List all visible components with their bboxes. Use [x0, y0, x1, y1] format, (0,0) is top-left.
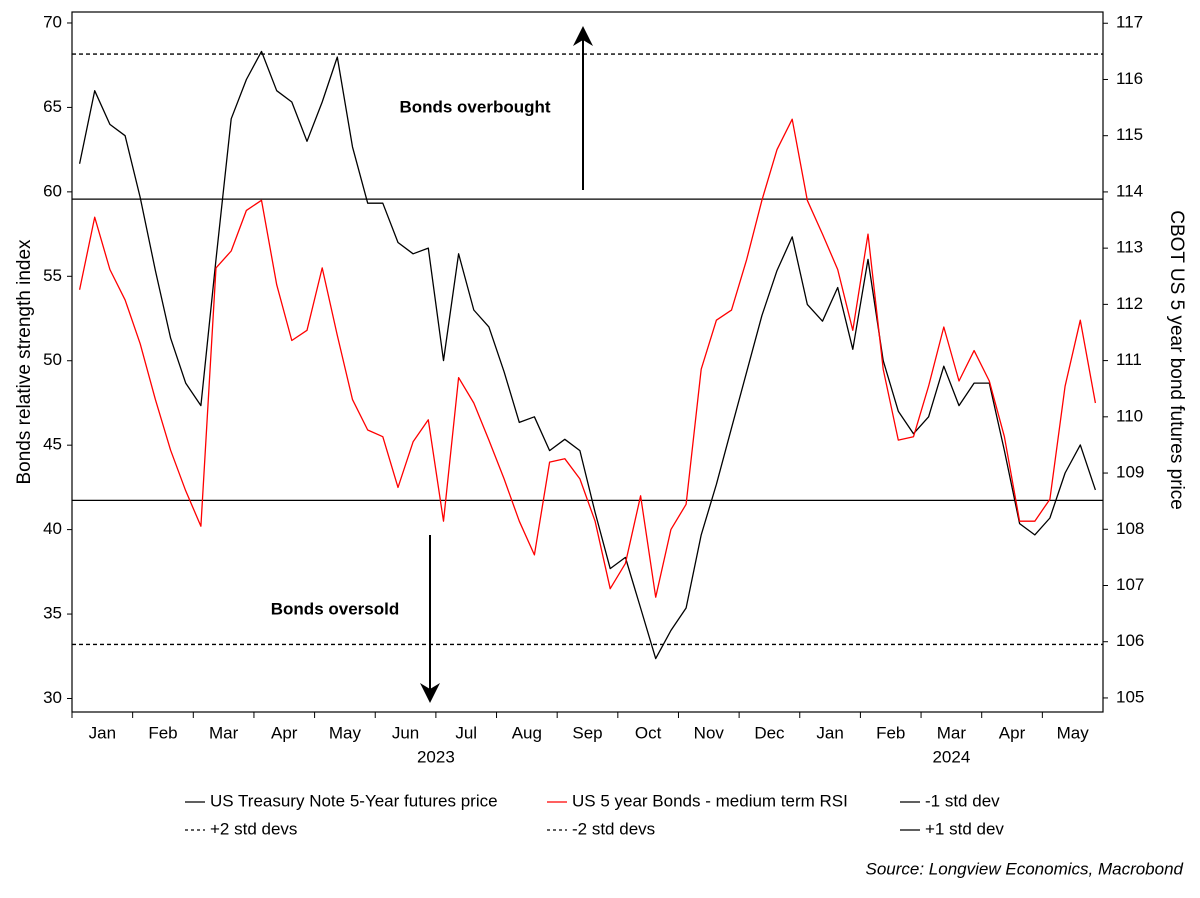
y2-tick-label: 108 — [1116, 519, 1144, 538]
y2-tick-label: 114 — [1116, 181, 1143, 200]
y-tick-label: 50 — [43, 350, 62, 369]
x-tick-label: Mar — [209, 723, 239, 742]
annotation: Bonds overbought — [399, 97, 550, 116]
legend-label: US Treasury Note 5-Year futures price — [210, 791, 498, 810]
y2-tick-label: 115 — [1116, 125, 1143, 144]
legend-label: US 5 year Bonds - medium term RSI — [572, 791, 848, 810]
x-tick-label: Apr — [999, 723, 1026, 742]
x-tick-label: Aug — [512, 723, 542, 742]
annotation: Bonds oversold — [271, 599, 399, 618]
y2-tick-label: 112 — [1116, 294, 1143, 313]
x-tick-label: Dec — [754, 723, 785, 742]
y2-axis-label: CBOT US 5 year bond futures price — [1166, 210, 1187, 510]
y2-tick-label: 113 — [1116, 238, 1143, 257]
x-tick-label: May — [1057, 723, 1090, 742]
series-line — [78, 118, 1097, 598]
x-tick-label: Mar — [937, 723, 967, 742]
y2-tick-label: 105 — [1116, 687, 1144, 706]
y2-tick-label: 106 — [1116, 631, 1144, 650]
x-tick-label: Feb — [148, 723, 177, 742]
y2-tick-label: 110 — [1116, 406, 1143, 425]
x-tick-label: Jan — [816, 723, 843, 742]
x-tick-label: Sep — [572, 723, 602, 742]
legend-label: +2 std devs — [210, 819, 297, 838]
legend-label: -2 std devs — [572, 819, 655, 838]
year-label: 2024 — [932, 747, 970, 766]
x-tick-label: Oct — [635, 723, 662, 742]
source: Source: Longview Economics, Macrobond — [866, 859, 1184, 878]
y2-tick-label: 117 — [1116, 13, 1143, 32]
y-tick-label: 35 — [43, 604, 62, 623]
series-line — [78, 50, 1097, 660]
x-tick-label: Jun — [392, 723, 419, 742]
legend-label: -1 std dev — [925, 791, 1000, 810]
x-tick-label: Apr — [271, 723, 298, 742]
y-tick-label: 60 — [43, 181, 62, 200]
x-tick-label: Feb — [876, 723, 905, 742]
y2-tick-label: 111 — [1116, 350, 1142, 369]
legend-label: +1 std dev — [925, 819, 1004, 838]
x-tick-label: Jul — [455, 723, 477, 742]
y-tick-label: 30 — [43, 688, 62, 707]
y-tick-label: 65 — [43, 97, 62, 116]
x-tick-label: Nov — [694, 723, 725, 742]
plot-frame — [71, 11, 1104, 713]
year-label: 2023 — [417, 747, 455, 766]
y-axis-label: Bonds relative strength index — [14, 239, 35, 485]
y-tick-label: 45 — [43, 435, 62, 454]
y-tick-label: 70 — [43, 12, 62, 31]
y2-tick-label: 107 — [1116, 575, 1144, 594]
x-tick-label: May — [329, 723, 362, 742]
y-tick-label: 55 — [43, 266, 62, 285]
y-tick-label: 40 — [43, 519, 62, 538]
x-tick-label: Jan — [89, 723, 116, 742]
y2-tick-label: 109 — [1116, 463, 1144, 482]
y2-tick-label: 116 — [1116, 69, 1143, 88]
